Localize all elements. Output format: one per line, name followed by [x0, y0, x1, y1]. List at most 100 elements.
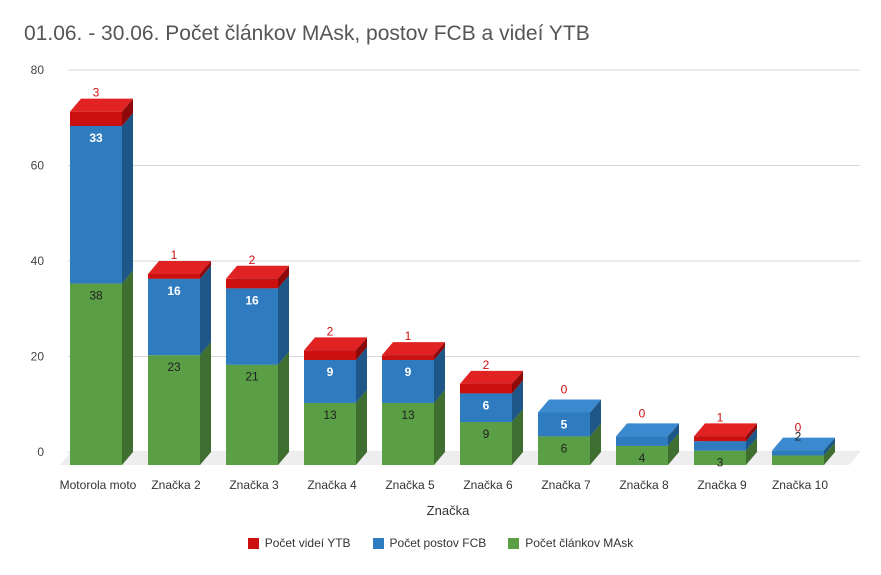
- data-label: 1: [405, 329, 412, 343]
- bar-segment: [616, 445, 668, 465]
- data-label: 2: [327, 324, 334, 338]
- data-label: 6: [561, 441, 568, 455]
- bar-top: [148, 261, 211, 274]
- data-label: 0: [561, 382, 568, 396]
- data-label: 2: [483, 358, 490, 372]
- legend-label: Počet článkov MAsk: [525, 536, 634, 550]
- bar-segment: [616, 436, 668, 446]
- bar-side: [434, 342, 445, 360]
- x-axis-title: Značka: [427, 503, 470, 518]
- bar-top: [382, 342, 445, 356]
- data-label: 4: [639, 451, 646, 465]
- bar-segment: [382, 402, 434, 465]
- bar-top: [616, 423, 679, 437]
- x-tick-label: Značka 10: [772, 478, 828, 492]
- bar-segment: [538, 412, 590, 437]
- data-label: 13: [401, 408, 415, 422]
- y-tick-label: 0: [37, 445, 44, 459]
- x-tick-label: Značka 2: [151, 478, 201, 492]
- data-label: 2: [249, 253, 256, 267]
- data-label: 1: [795, 415, 802, 429]
- data-label: 0: [795, 421, 802, 435]
- bar-side: [200, 261, 211, 279]
- bar-segment: [460, 393, 512, 423]
- bar-side: [746, 428, 757, 451]
- data-label: 21: [245, 370, 259, 384]
- bar-side: [824, 442, 835, 465]
- bar-side: [590, 423, 601, 465]
- legend-swatch: [247, 537, 259, 549]
- legend: Počet videí YTB Počet postov FCB Počet člá…: [0, 536, 881, 550]
- data-label: 2: [795, 429, 802, 443]
- data-label: 33: [89, 131, 103, 145]
- bar-segment: [382, 355, 434, 360]
- x-tick-label: Značka 5: [385, 478, 435, 492]
- bar-segment: [772, 450, 824, 456]
- data-label: 3: [717, 456, 724, 470]
- bar-side: [122, 270, 133, 465]
- x-tick-label: Značka 9: [697, 478, 747, 492]
- y-tick-label: 80: [31, 63, 45, 77]
- bar-side: [512, 409, 523, 465]
- data-label: 23: [167, 360, 181, 374]
- bar-top: [226, 265, 289, 279]
- bar-top: [772, 437, 835, 451]
- bar-segment: [70, 125, 122, 284]
- data-label: 1: [171, 248, 178, 262]
- data-label: 16: [167, 284, 181, 298]
- bar-side: [356, 337, 367, 360]
- legend-item: Počet postov FCB: [372, 536, 487, 550]
- x-tick-label: Značka 8: [619, 478, 669, 492]
- legend-item: Počet článkov MAsk: [508, 536, 633, 550]
- bar-segment: [694, 441, 746, 451]
- data-label: 13: [323, 408, 337, 422]
- bar-segment: [226, 288, 278, 365]
- bar-side: [746, 437, 757, 465]
- data-label: 6: [483, 398, 490, 412]
- legend-swatch: [508, 537, 520, 549]
- bar-segment: [382, 359, 434, 403]
- bar-segment: [148, 355, 200, 465]
- bar-side: [200, 265, 211, 356]
- data-label: 3: [93, 86, 100, 100]
- bar-side: [590, 399, 601, 437]
- x-tick-label: Značka 7: [541, 478, 591, 492]
- bar-side: [278, 351, 289, 465]
- bar-segment: [460, 383, 512, 394]
- data-label: 9: [483, 427, 490, 441]
- legend-item: Počet videí YTB: [247, 536, 351, 550]
- bar-segment: [148, 278, 200, 356]
- bar-side: [278, 275, 289, 365]
- bar-top: [694, 423, 757, 437]
- x-tick-label: Motorola moto: [60, 478, 137, 492]
- bar-side: [746, 423, 757, 442]
- data-label: 9: [327, 365, 334, 379]
- data-label: 2: [717, 405, 724, 419]
- bar-segment: [226, 278, 278, 289]
- bar-segment: [226, 364, 278, 465]
- bar-side: [512, 380, 523, 423]
- bar-segment: [694, 436, 746, 442]
- bar-top: [304, 337, 367, 351]
- bar-segment: [694, 450, 746, 465]
- data-label: 5: [561, 417, 568, 431]
- bar-side: [668, 423, 679, 446]
- bar-side: [356, 346, 367, 403]
- bar-segment: [148, 274, 200, 279]
- bar-segment: [70, 111, 122, 126]
- x-tick-label: Značka 6: [463, 478, 513, 492]
- data-label: 38: [89, 289, 103, 303]
- y-tick-label: 20: [31, 350, 45, 364]
- bar-side: [200, 342, 211, 465]
- bar-side: [278, 265, 289, 289]
- bar-side: [668, 432, 679, 465]
- bar-side: [434, 389, 445, 465]
- chart-title: 01.06. - 30.06. Počet článkov MAsk, post…: [24, 22, 590, 45]
- bar-segment: [70, 283, 122, 465]
- bar-side: [356, 389, 367, 465]
- legend-label: Počet postov FCB: [389, 536, 487, 550]
- x-tick-label: Značka 4: [307, 478, 357, 492]
